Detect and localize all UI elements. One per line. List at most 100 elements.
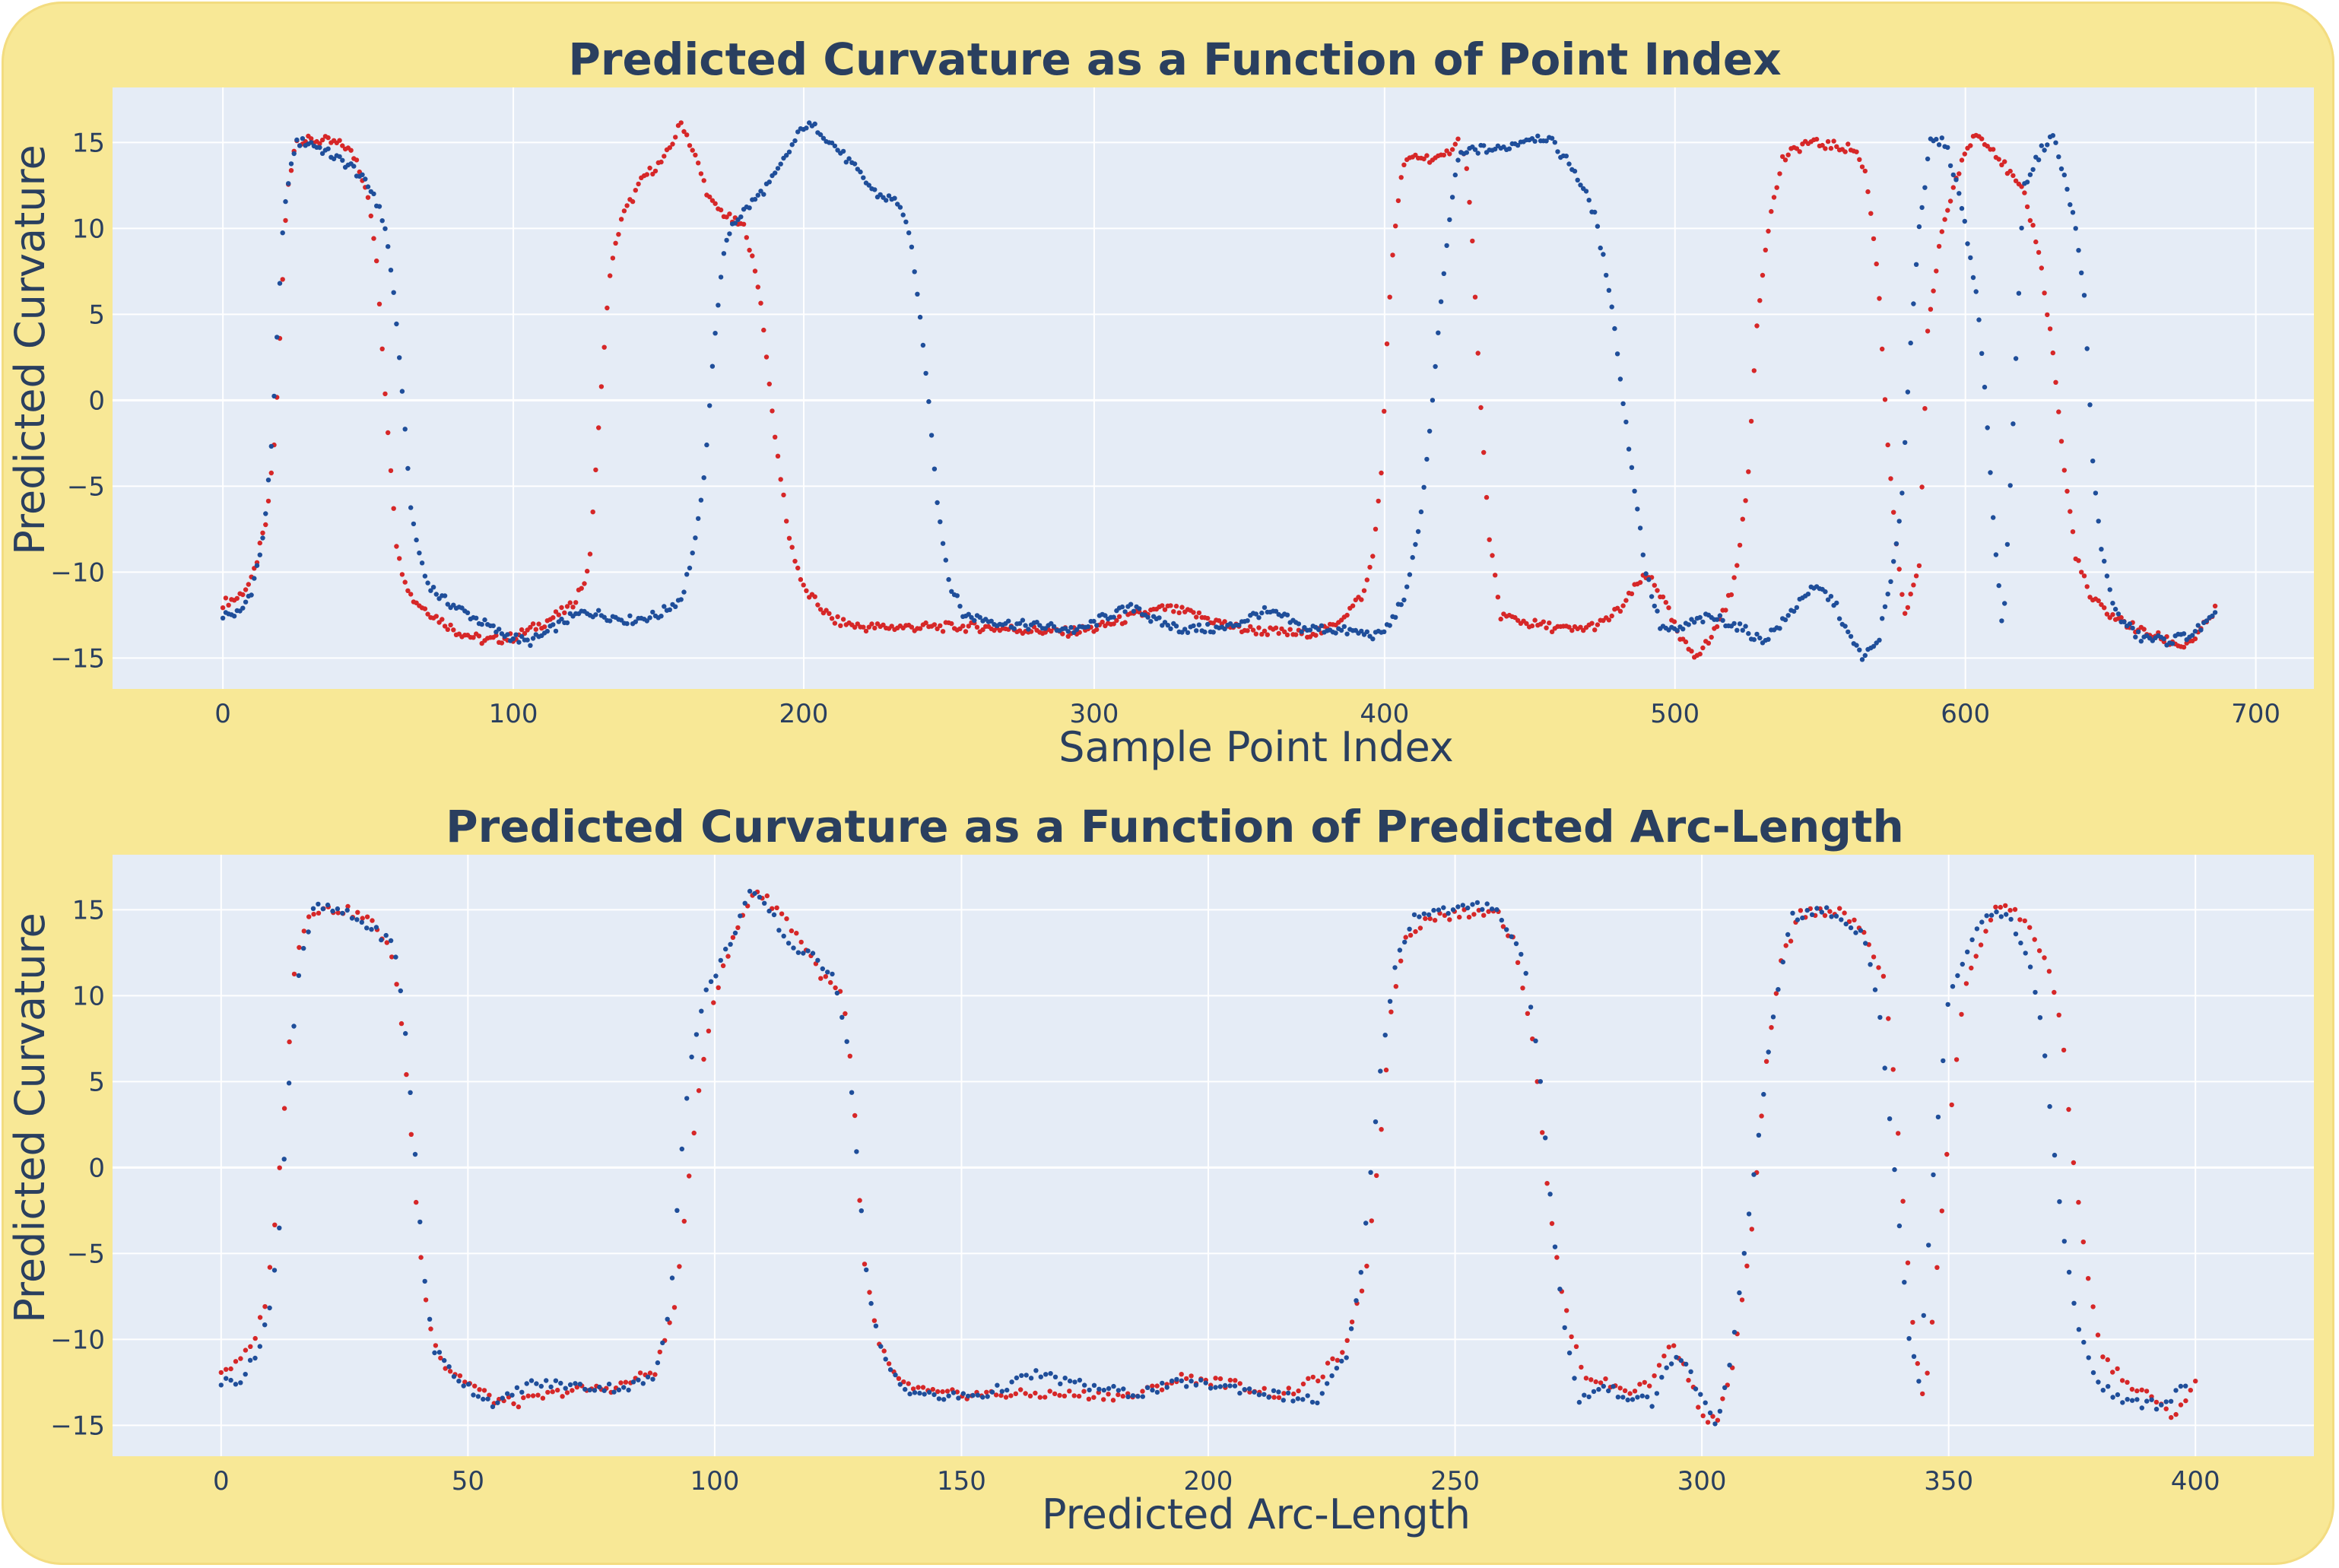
data-point-blue <box>1836 616 1842 621</box>
data-point-blue <box>660 1340 665 1346</box>
data-point-red <box>1595 622 1601 627</box>
data-point-red <box>2118 614 2124 621</box>
data-point-blue <box>1991 515 1996 520</box>
data-point-blue <box>383 932 389 938</box>
data-point-red <box>1886 1016 1891 1021</box>
data-point-red <box>528 624 533 630</box>
data-point-red <box>1043 1395 1048 1400</box>
data-point-blue <box>363 176 368 182</box>
data-point-red <box>1408 932 1414 938</box>
data-point-blue <box>592 1388 598 1393</box>
data-point-blue <box>2056 154 2061 160</box>
data-point-blue <box>1455 157 1461 163</box>
data-point-blue <box>252 1355 258 1361</box>
data-point-blue <box>265 478 271 483</box>
data-point-red <box>1159 1387 1165 1392</box>
data-point-blue <box>1931 1172 1936 1178</box>
data-point-red <box>735 925 741 931</box>
data-point-red <box>1013 1391 1019 1397</box>
data-point-blue <box>852 161 858 167</box>
data-point-blue <box>1006 618 1011 624</box>
data-point-red <box>262 1304 268 1309</box>
data-point-blue <box>839 1014 845 1020</box>
data-point-blue <box>544 1378 549 1383</box>
data-point-red <box>1168 603 1173 608</box>
data-point-blue <box>351 163 357 169</box>
data-point-blue <box>1727 1363 1732 1368</box>
data-point-red <box>684 132 690 138</box>
data-point-red <box>798 576 804 582</box>
data-point-blue <box>1387 998 1393 1005</box>
data-point-blue <box>1430 398 1436 403</box>
data-point-blue <box>388 268 394 273</box>
data-point-blue <box>701 475 706 481</box>
data-point-blue <box>1680 627 1686 632</box>
data-point-red <box>1862 168 1868 174</box>
data-point-blue <box>873 1323 879 1328</box>
data-point-red <box>1062 1393 1068 1399</box>
data-point-blue <box>1965 949 1970 955</box>
y-axis-title-top: Predicted Curvature <box>6 144 54 554</box>
data-point-red <box>2022 918 2027 924</box>
data-point-red <box>1769 1025 1774 1030</box>
data-point-blue <box>1792 608 1797 614</box>
data-point-red <box>1714 624 1720 630</box>
data-point-blue <box>340 157 345 163</box>
data-point-blue <box>1048 1371 1053 1376</box>
data-point-blue <box>840 148 846 154</box>
data-point-blue <box>920 342 926 348</box>
data-point-red <box>1763 247 1768 252</box>
data-point-blue <box>1639 1393 1645 1398</box>
data-point-blue <box>1325 1381 1330 1386</box>
data-point-red <box>1564 1308 1569 1313</box>
data-point-blue <box>1684 1361 1689 1367</box>
data-point-blue <box>1848 633 1854 640</box>
data-point-blue <box>1934 136 1939 142</box>
data-point-blue <box>360 172 365 177</box>
data-point-blue <box>1368 1170 1373 1176</box>
data-point-red <box>725 954 731 959</box>
data-point-red <box>1746 469 1751 475</box>
data-point-red <box>386 430 391 436</box>
data-point-blue <box>655 1360 661 1366</box>
data-point-blue <box>402 427 408 432</box>
data-point-blue <box>1119 604 1125 610</box>
data-point-red <box>263 522 268 528</box>
x-axis-title-bottom: Predicted Arc-Length <box>1042 1490 1471 1538</box>
data-point-blue <box>393 954 398 960</box>
data-point-red <box>794 931 799 936</box>
data-point-blue <box>1493 146 1498 152</box>
data-point-red <box>1827 909 1833 914</box>
data-point-red <box>1723 608 1728 613</box>
data-point-blue <box>689 1054 694 1060</box>
data-point-blue <box>752 196 758 202</box>
data-point-blue <box>1382 1033 1388 1038</box>
data-point-red <box>1367 564 1373 570</box>
data-point-blue <box>2096 1379 2101 1385</box>
data-point-blue <box>2042 148 2047 153</box>
data-point-red <box>1359 597 1364 602</box>
data-point-blue <box>972 617 977 624</box>
data-point-blue <box>716 303 721 308</box>
data-point-red <box>871 1318 878 1323</box>
data-point-blue <box>1615 1395 1621 1400</box>
data-point-blue <box>645 1374 651 1380</box>
data-point-blue <box>1017 621 1023 627</box>
data-point-red <box>399 572 405 577</box>
data-point-blue <box>1819 909 1824 915</box>
data-point-red <box>337 138 342 143</box>
data-point-blue <box>1184 1384 1189 1389</box>
data-point-red <box>2102 605 2107 611</box>
data-point-red <box>443 1366 448 1371</box>
data-point-blue <box>1474 900 1481 906</box>
data-point-red <box>248 1344 253 1350</box>
data-point-blue <box>1205 621 1211 627</box>
data-point-blue <box>2039 143 2044 148</box>
data-point-red <box>1968 143 1973 148</box>
data-point-red <box>1905 605 1911 611</box>
data-point-blue <box>1052 1374 1058 1380</box>
data-point-red <box>1828 145 1834 151</box>
data-point-red <box>701 1056 706 1062</box>
data-point-blue <box>775 166 781 171</box>
data-point-red <box>1715 1417 1721 1423</box>
